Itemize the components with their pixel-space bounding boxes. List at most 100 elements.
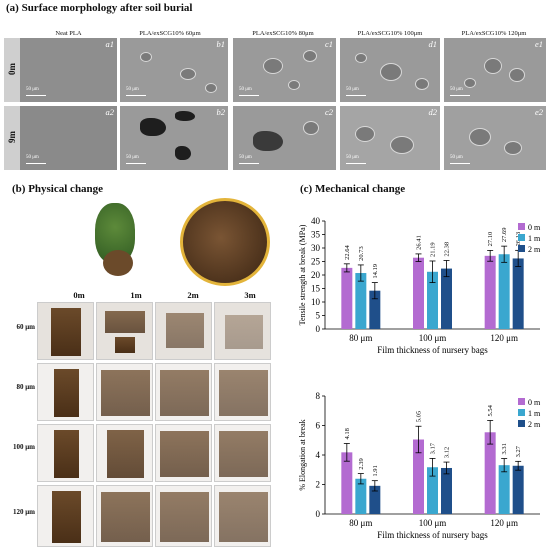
sem-image-a2: a2 50 μm [20,106,117,170]
data-label: 27.10 [487,232,494,247]
column-header-e: PLA/exSCG10% 120μm [461,30,527,37]
sem-image-b2: b2 50 μm [120,106,228,170]
image-tag: c1 [324,39,333,49]
bar [441,467,452,514]
bar [355,478,367,514]
row-tab-0m [4,38,20,102]
sem-image-c2: c2 50 μm [233,106,336,170]
legend-label: 0 m [528,223,541,232]
plant-photo [85,198,270,288]
sem-image-b1: b1 50 μm [120,38,228,102]
data-label: 22.38 [444,242,451,257]
data-label: 14.19 [372,264,379,279]
image-tag: a2 [105,107,115,117]
scale-bar: 50 μm [450,155,470,164]
x-tick-label: 100 μm [419,333,447,343]
data-label: 21.19 [430,242,437,257]
bar [341,267,353,329]
photo-100-0m [37,424,94,482]
y-tick-label: 8 [316,391,321,401]
y-tick-label: 4 [316,450,321,460]
bar [369,290,381,329]
y-tick-label: 6 [316,421,321,431]
image-tag: e2 [534,107,543,117]
bar [512,258,524,329]
photo-120-3m [214,485,271,547]
photo-col-1m: 1m [130,290,142,300]
photo-120-0m [37,485,94,547]
data-label: 3.17 [430,442,437,454]
image-tag: b1 [216,39,226,49]
photo-col-2m: 2m [187,290,199,300]
tensile-strength-chart: 0 5 10 15 20 25 30 35 40 Tensile strength at brea… [298,216,541,355]
bar [427,467,438,514]
column-header-b: PLA/exSCG10% 60μm [139,30,201,37]
photo-80-2m [155,363,212,421]
image-tag: d1 [428,39,438,49]
y-axis-label: Tensile strength at break (MPa) [298,224,307,325]
data-label: 3.27 [515,445,522,457]
scale-bar: 50 μm [450,87,470,96]
photo-80-0m [37,363,94,421]
panel-a-title: (a) Surface morphology after soil burial [6,2,193,14]
panel-c-title: (c) Mechanical change [300,183,406,195]
image-tag: c2 [324,107,333,117]
data-label: 22.64 [344,244,351,259]
photo-100-3m [214,424,271,482]
column-header-d: PLA/exSCG10% 100μm [357,30,423,37]
legend-swatch [518,420,525,427]
x-tick-label: 80 μm [349,518,372,528]
x-tick-label: 120 μm [490,333,518,343]
y-tick-label: 0 [316,509,321,519]
row-label-0m: 0m [7,63,17,75]
y-tick-label: 2 [316,480,321,490]
image-tag: d2 [428,107,438,117]
image-tag: b2 [216,107,226,117]
data-label: 27.69 [501,228,508,243]
data-label: 3.31 [501,443,508,454]
sem-image-c1: c1 50 μm [233,38,336,102]
photo-80-3m [214,363,271,421]
sem-image-d1: d1 50 μm [340,38,440,102]
y-tick-label: 40 [311,216,321,226]
row-label-9m: 9m [7,131,17,143]
y-axis-label: % Elongation at break [298,419,307,490]
image-tag: a1 [105,39,115,49]
legend-label: 1 m [528,234,541,243]
y-tick-label: 30 [311,243,321,253]
data-label: 2.39 [358,458,365,469]
legend-label: 2 m [528,245,541,254]
bar [413,439,424,514]
x-axis-label: Film thickness of nursery bags [377,530,488,540]
bar [498,254,510,329]
scale-bar: 50 μm [346,87,366,96]
image-tag: e1 [534,39,543,49]
sem-image-d2: d2 50 μm [340,106,440,170]
photo-60-1m [96,302,153,360]
scale-bar: 50 μm [239,87,259,96]
x-tick-label: 80 μm [349,333,372,343]
bar [484,432,496,514]
photo-row-80: 80 μm [16,383,35,391]
row-tab-9m [4,106,20,170]
scale-bar: 50 μm [126,87,146,96]
photo-120-2m [155,485,212,547]
y-tick-label: 35 [311,230,321,240]
legend-label: 0 m [528,398,541,407]
photo-row-120: 120 μm [12,508,35,516]
x-tick-label: 100 μm [419,518,447,528]
y-tick-label: 0 [316,324,321,334]
data-label: 3.12 [444,447,451,458]
scale-bar: 50 μm [26,155,46,164]
legend-label: 1 m [528,409,541,418]
photo-60-3m [214,302,271,360]
photo-row-100: 100 μm [12,443,35,451]
x-axis-label: Film thickness of nursery bags [377,345,488,355]
y-tick-label: 10 [311,297,321,307]
photo-100-2m [155,424,212,482]
sem-image-a1: a1 50 μm [20,38,117,102]
legend-swatch [518,245,525,252]
scale-bar: 50 μm [346,155,366,164]
column-header-c: PLA/exSCG10% 80μm [252,30,314,37]
data-label: 20.73 [358,246,365,261]
